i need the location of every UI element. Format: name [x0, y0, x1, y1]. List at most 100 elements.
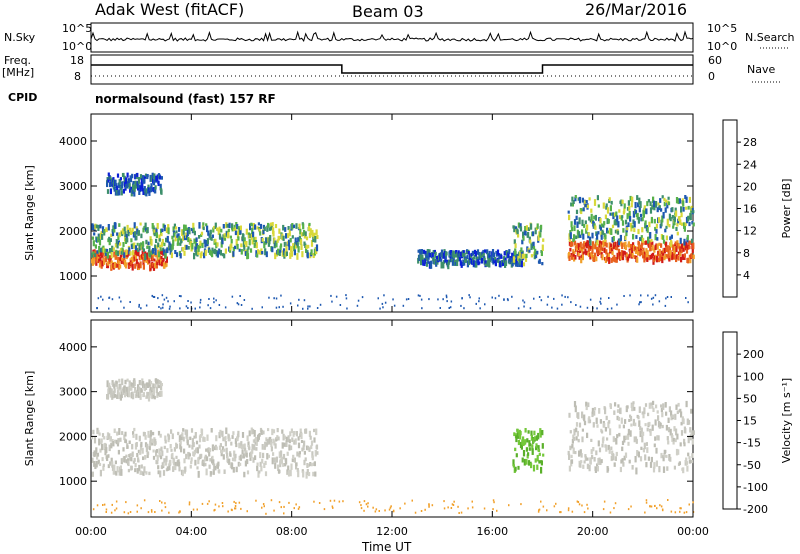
scatter-cell [652, 296, 655, 299]
x-tick-label: 00:00 [677, 525, 709, 538]
heatmap-cell [648, 240, 651, 248]
heatmap-cell [297, 436, 300, 441]
heatmap-cell [627, 241, 630, 248]
heatmap-cell [129, 251, 132, 256]
heatmap-cell [117, 449, 120, 455]
heatmap-cell [648, 421, 651, 426]
heatmap-cell [473, 260, 476, 267]
scatter-cell [188, 501, 191, 504]
heatmap-cell [680, 206, 683, 213]
freq-tick-bottom: 8 [74, 70, 81, 83]
heatmap-cell [257, 250, 260, 255]
heatmap-cell [171, 243, 174, 250]
heatmap-cell [652, 196, 655, 204]
heatmap-cell [239, 462, 242, 466]
heatmap-cell [93, 232, 96, 236]
heatmap-cell [109, 188, 112, 195]
scatter-cell [125, 501, 127, 504]
heatmap-cell [173, 447, 176, 452]
heatmap-cell [518, 258, 521, 265]
heatmap-cell [118, 470, 121, 476]
heatmap-cell [687, 205, 690, 210]
heatmap-cell [604, 237, 607, 242]
heatmap-cell [198, 222, 201, 229]
heatmap-cell [238, 248, 241, 252]
heatmap-cell [671, 435, 674, 442]
heatmap-cell [573, 234, 576, 241]
heatmap-cell [308, 222, 311, 226]
heatmap-cell [271, 246, 274, 253]
heatmap-cell [95, 224, 98, 229]
heatmap-cell [112, 469, 115, 475]
heatmap-cell [591, 407, 594, 415]
scatter-cell [238, 501, 241, 504]
heatmap-cell [119, 247, 122, 253]
heatmap-cell [503, 256, 506, 260]
heatmap-cell [255, 440, 258, 446]
heatmap-cell [142, 264, 145, 270]
heatmap-cell [223, 235, 227, 241]
heatmap-cell [316, 235, 319, 240]
heatmap-cell [125, 233, 128, 240]
heatmap-cell [119, 251, 122, 255]
heatmap-cell [161, 450, 164, 457]
heatmap-cell [616, 252, 619, 260]
cpid-text: normalsound (fast) 157 RF [95, 92, 276, 106]
heatmap-cell [117, 256, 120, 263]
heatmap-cell [92, 251, 95, 255]
heatmap-cell [187, 236, 190, 243]
scatter-cell [268, 296, 270, 299]
heatmap-cell [463, 252, 466, 259]
heatmap-cell [114, 222, 117, 229]
heatmap-cell [146, 255, 149, 260]
heatmap-cell [273, 457, 276, 463]
heatmap-cell [248, 446, 251, 451]
heatmap-cell [143, 384, 146, 392]
heatmap-cell [232, 251, 235, 257]
heatmap-cell [140, 178, 143, 184]
heatmap-cell [596, 195, 599, 201]
heatmap-cell [624, 219, 628, 225]
heatmap-cell [196, 466, 199, 470]
heatmap-cell [688, 240, 691, 245]
heatmap-cell [674, 413, 677, 420]
heatmap-cell [209, 229, 212, 235]
scatter-cell [471, 500, 473, 503]
heatmap-cell [640, 250, 643, 256]
scatter-cell [270, 499, 273, 502]
x-tick-label: 20:00 [577, 525, 609, 538]
nave-label: Nave [747, 63, 776, 76]
heatmap-cell [128, 179, 131, 184]
heatmap-cell [308, 224, 311, 231]
heatmap-cell [157, 465, 160, 470]
scatter-cell [467, 507, 469, 510]
heatmap-cell [590, 438, 593, 442]
heatmap-cell [676, 242, 679, 249]
scatter-cell [161, 501, 163, 504]
heatmap-cell [265, 437, 268, 442]
heatmap-cell [576, 229, 579, 235]
heatmap-cell [290, 463, 293, 470]
heatmap-cell [433, 258, 436, 265]
scatter-cell [609, 511, 612, 514]
nsky-tick-top: 10^5 [62, 22, 93, 35]
heatmap-cell [263, 226, 266, 231]
heatmap-cell [159, 250, 162, 255]
heatmap-cell [239, 228, 242, 235]
heatmap-cell [625, 229, 628, 237]
heatmap-cell [219, 429, 222, 436]
scatter-cell [255, 499, 257, 502]
heatmap-cell [229, 453, 232, 457]
heatmap-cell [164, 439, 167, 444]
heatmap-cell [603, 240, 606, 244]
heatmap-cell [664, 402, 667, 408]
heatmap-cell [587, 232, 590, 236]
scatter-cell [234, 507, 237, 510]
scatter-cell [450, 300, 453, 303]
heatmap-cell [236, 243, 239, 250]
heatmap-cell [530, 254, 533, 258]
scatter-cell [540, 500, 542, 503]
heatmap-cell [106, 394, 110, 400]
heatmap-cell [133, 457, 136, 462]
heatmap-cell [139, 261, 142, 269]
